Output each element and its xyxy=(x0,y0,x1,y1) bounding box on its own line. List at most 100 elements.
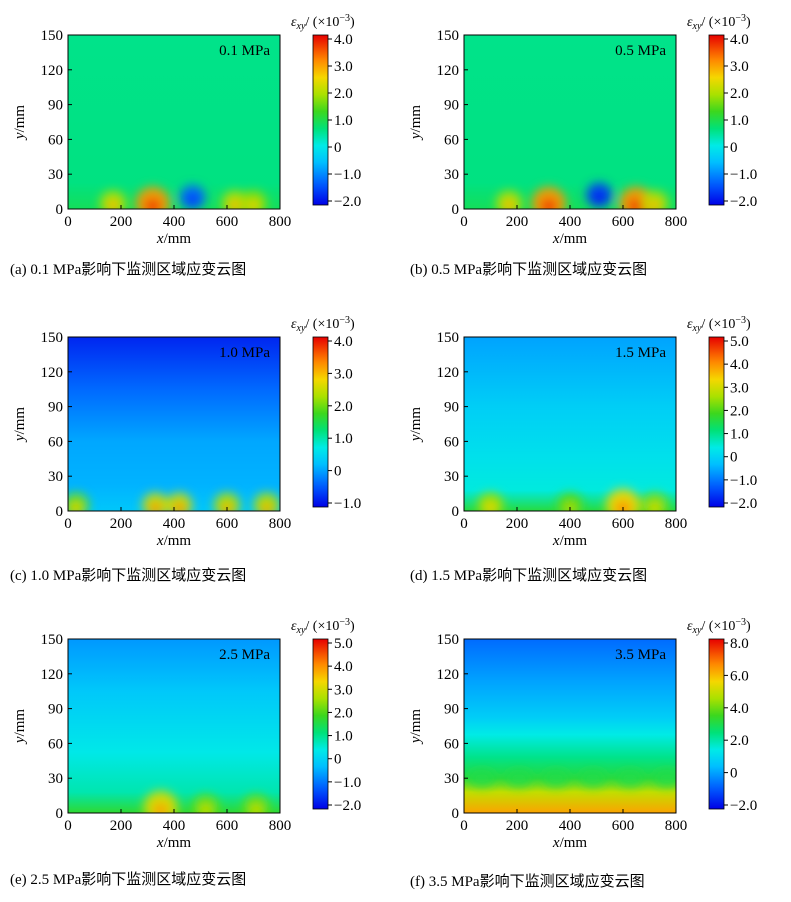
caption-e: (e) 2.5 MPa影响下监测区域应变云图 xyxy=(10,872,247,888)
colorbar-tick-label: 3.0 xyxy=(730,59,749,75)
colorbar-tick-label: 0 xyxy=(730,766,738,782)
colorbar-tick-label: −2.0 xyxy=(730,496,757,512)
hotspot-core xyxy=(541,199,557,209)
y-tick-label: 150 xyxy=(41,632,64,648)
colorbar-tick-label: 4.0 xyxy=(730,32,749,48)
hotspot-core xyxy=(260,503,273,511)
colorbar-tick-label: 0 xyxy=(730,450,738,466)
y-tick-label: 0 xyxy=(452,202,460,218)
y-tick-label: 150 xyxy=(437,632,460,648)
x-tick-label: 600 xyxy=(612,516,635,532)
colorbar-tick-label: 2.0 xyxy=(334,86,353,102)
y-tick-label: 0 xyxy=(56,806,64,822)
colorbar-tick-label: 1.0 xyxy=(334,113,353,129)
x-tick-label: 600 xyxy=(216,516,239,532)
x-tick-label: 800 xyxy=(269,214,292,230)
colorbar-tick-label: 3.0 xyxy=(334,366,353,382)
panel-b: 0 200 400 600 800 0 30 60 90 120 150 x/mm y/mm 0.5 MP… xyxy=(396,0,791,298)
colorbar-title: εxy/ (×10−3) xyxy=(687,13,751,32)
y-tick-label: 60 xyxy=(48,736,63,752)
colorbar-tick-label: 2.0 xyxy=(334,399,353,415)
x-tick-label: 200 xyxy=(110,818,133,834)
colorbar-tick-label: 0 xyxy=(334,140,342,156)
y-axis-label: y/mm xyxy=(12,407,28,444)
band-bump xyxy=(542,769,570,788)
colorbar-tick-label: 0 xyxy=(334,464,342,480)
y-tick-label: 0 xyxy=(452,806,460,822)
x-tick-label: 400 xyxy=(163,214,186,230)
y-axis-label: y/mm xyxy=(12,105,28,142)
pressure-label: 0.5 MPa xyxy=(615,43,666,59)
band-bump xyxy=(505,769,533,788)
y-tick-label: 30 xyxy=(444,167,459,183)
band-bump xyxy=(579,769,607,788)
hotspot-core xyxy=(648,201,661,209)
x-tick-label: 400 xyxy=(163,516,186,532)
colorbar-tick-label: 5.0 xyxy=(730,334,749,350)
hotspot-core xyxy=(615,501,631,511)
x-tick-label: 0 xyxy=(64,818,72,834)
hotspot-core xyxy=(247,201,260,209)
y-tick-label: 0 xyxy=(56,202,64,218)
y-tick-label: 90 xyxy=(444,98,459,114)
colorbar-tick-label: 4.0 xyxy=(334,32,353,48)
contour-field xyxy=(464,337,676,511)
contour-field xyxy=(68,35,280,209)
contour-field xyxy=(68,337,280,511)
y-tick-label: 150 xyxy=(437,28,460,44)
colorbar-tick-label: −1.0 xyxy=(334,775,361,791)
y-tick-label: 150 xyxy=(41,28,64,44)
chart-c: 0 200 400 600 800 0 30 60 90 120 150 x/mm y/mm 1.0 MP… xyxy=(12,315,361,549)
hotspot-core xyxy=(628,199,644,209)
x-tick-label: 0 xyxy=(460,214,468,230)
x-tick-label: 400 xyxy=(559,818,582,834)
contour-field xyxy=(464,639,676,813)
colorbar-tick-label: 2.0 xyxy=(730,403,749,419)
colorbar-tick-label: 3.0 xyxy=(334,682,353,698)
hotspot xyxy=(135,187,170,209)
y-tick-label: 90 xyxy=(48,400,63,416)
y-tick-label: 60 xyxy=(444,434,459,450)
colorbar-title: εxy/ (×10−3) xyxy=(687,315,751,334)
x-tick-label: 200 xyxy=(110,214,133,230)
y-tick-label: 30 xyxy=(444,469,459,485)
hotspot-core xyxy=(484,503,497,511)
y-tick-label: 120 xyxy=(41,365,64,381)
y-tick-label: 120 xyxy=(41,63,64,79)
colorbar-title: εxy/ (×10−3) xyxy=(291,617,355,636)
y-tick-label: 30 xyxy=(444,771,459,787)
colorbar-tick-label: 4.0 xyxy=(334,659,353,675)
hotspot-core xyxy=(199,805,212,813)
colorbar-tick-label: 1.0 xyxy=(730,113,749,129)
hotspot xyxy=(214,492,240,511)
colorbar-tick-label: 1.0 xyxy=(730,427,749,443)
pressure-label: 1.0 MPa xyxy=(219,345,270,361)
colorbar-tick-label: −2.0 xyxy=(730,194,757,210)
band-bump xyxy=(616,769,644,788)
colorbar-tick-label: 5.0 xyxy=(334,636,353,652)
x-tick-label: 0 xyxy=(64,214,72,230)
x-tick-label: 800 xyxy=(665,818,688,834)
x-tick-label: 0 xyxy=(460,818,468,834)
hotspot xyxy=(496,190,523,209)
band-bump xyxy=(653,769,676,788)
pressure-label: 1.5 MPa xyxy=(615,345,666,361)
y-tick-label: 60 xyxy=(48,434,63,450)
pressure-label: 3.5 MPa xyxy=(615,647,666,663)
hotspot xyxy=(143,791,178,813)
y-tick-label: 0 xyxy=(56,504,64,520)
chart-b: 0 200 400 600 800 0 30 60 90 120 150 x/mm y/mm 0.5 MP… xyxy=(408,13,757,247)
hotspot xyxy=(240,190,267,209)
hotspot xyxy=(531,187,566,209)
x-tick-label: 200 xyxy=(506,214,529,230)
colorbar-tick-label: −2.0 xyxy=(334,194,361,210)
colorbar-tick-label: 4.0 xyxy=(730,701,749,717)
hotspot-core xyxy=(250,805,262,813)
colorbar-tick-label: 1.0 xyxy=(334,431,353,447)
hotspot-core xyxy=(149,503,162,511)
colorbar-title: εxy/ (×10−3) xyxy=(687,617,751,636)
x-tick-label: 200 xyxy=(506,818,529,834)
hotspot-core xyxy=(593,192,605,204)
hotspot-core xyxy=(70,503,82,511)
panel-a: 0 200 400 600 800 0 30 60 90 120 150 x/mm y/mm 0.1 MP… xyxy=(0,0,395,298)
